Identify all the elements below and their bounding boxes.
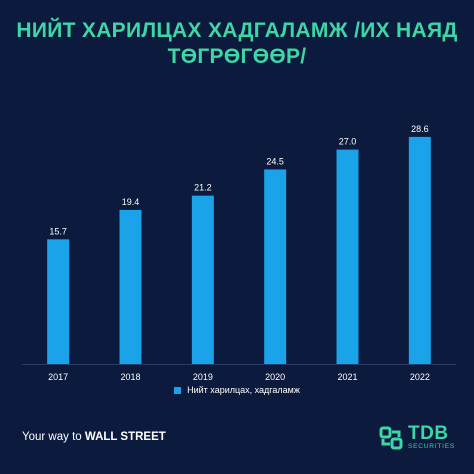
data-label-2020: 24.5 — [266, 156, 284, 166]
bar-2018 — [119, 209, 142, 364]
chart-title-line-2: ТӨГРӨГӨӨР/ — [167, 45, 307, 68]
chart-title: НИЙТ ХАРИЛЦАХ ХАДГАЛАМЖ /ИХ НАЯД ТӨГРӨГӨ… — [0, 18, 474, 70]
data-label-2021: 27.0 — [339, 137, 357, 147]
footer-tagline: Your way to WALL STREET — [22, 431, 166, 443]
x-tick-label-2017: 2017 — [48, 372, 68, 382]
tdb-logo: TDB SECURITIES — [378, 424, 455, 451]
tagline-prefix: Your way to — [22, 431, 82, 443]
x-tick-label-2018: 2018 — [120, 372, 140, 382]
data-label-2017: 15.7 — [49, 226, 67, 236]
x-tick-label-2019: 2019 — [193, 372, 213, 382]
x-tick-label-2021: 2021 — [337, 372, 357, 382]
logo-name: TDB — [408, 423, 449, 444]
x-tick-label-2022: 2022 — [410, 372, 430, 382]
logo-subtitle: SECURITIES — [408, 443, 456, 450]
data-label-2022: 28.6 — [411, 124, 429, 134]
bar-2021 — [336, 149, 359, 364]
chart-title-line-1: НИЙТ ХАРИЛЦАХ ХАДГАЛАМЖ /ИХ НАЯД — [16, 19, 458, 42]
data-label-2019: 21.2 — [194, 183, 212, 193]
bar-2017 — [47, 239, 70, 364]
bar-2022 — [408, 136, 431, 364]
legend: Нийт харилцах, хадгаламж — [0, 385, 474, 395]
bar-2020 — [264, 169, 287, 364]
tdb-logo-icon — [379, 426, 403, 449]
tagline-bold: WALL STREET — [84, 431, 166, 443]
legend-swatch — [174, 386, 182, 394]
bar-2019 — [191, 195, 214, 364]
legend-label: Нийт харилцах, хадгаламж — [187, 385, 300, 395]
data-label-2018: 19.4 — [122, 197, 140, 207]
x-tick-label-2020: 2020 — [265, 372, 285, 382]
